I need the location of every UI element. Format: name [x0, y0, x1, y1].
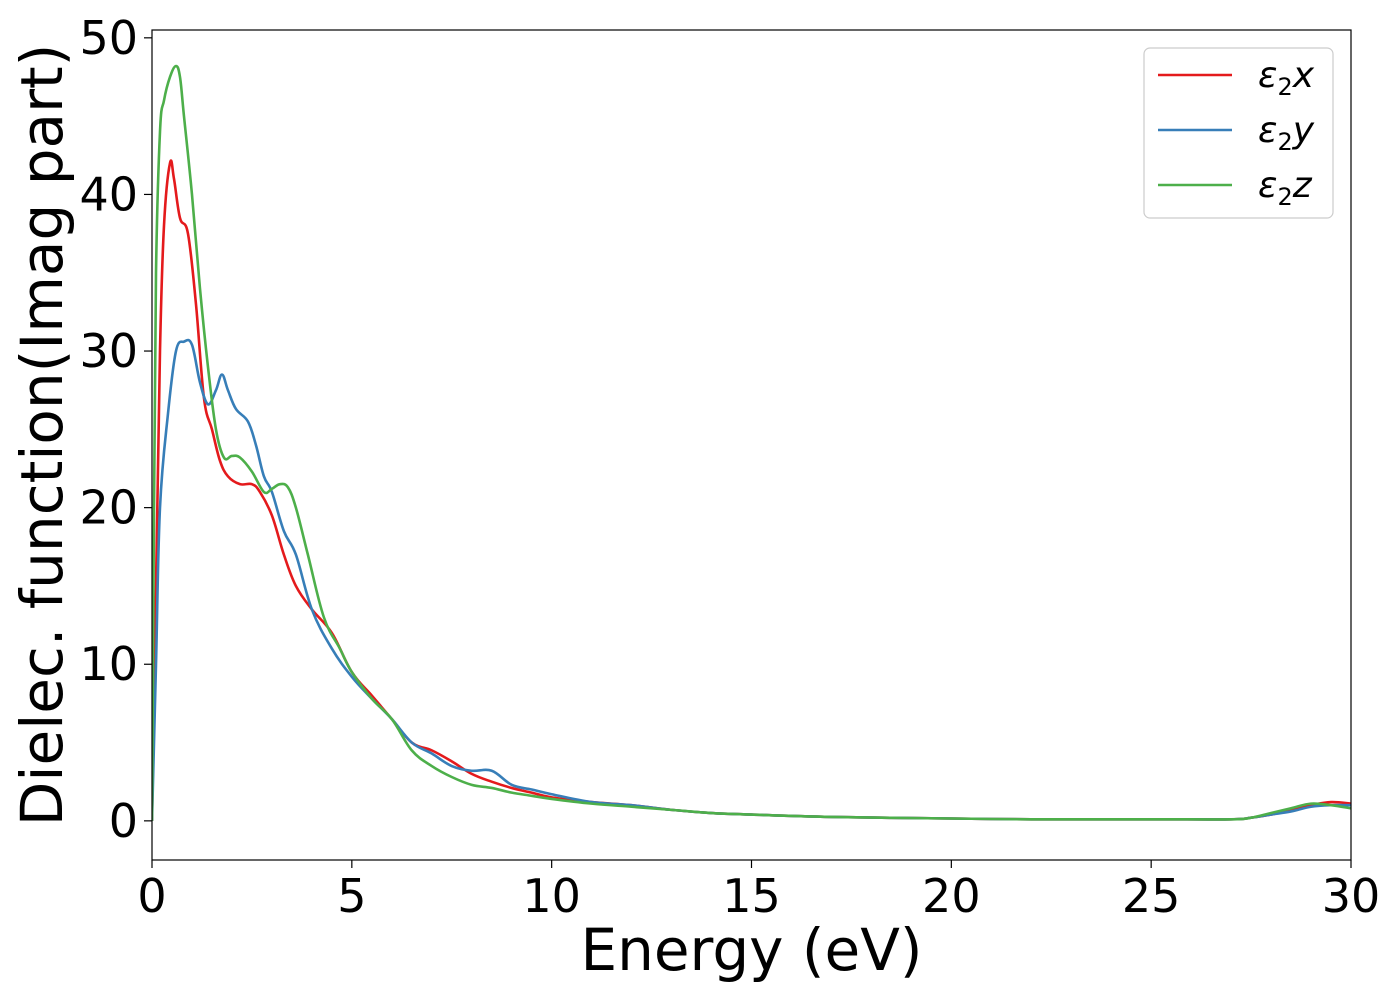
x-tick-label: 30: [1322, 869, 1381, 923]
series-line-z: [152, 64, 1351, 821]
legend-box: [1143, 47, 1334, 219]
series-line-y: [152, 338, 1351, 821]
series-line-x: [152, 159, 1351, 821]
y-tick-label: 30: [79, 324, 138, 378]
y-tick-label: 0: [109, 794, 138, 848]
x-tick-label: 0: [137, 869, 166, 923]
y-tick-label: 20: [79, 481, 138, 535]
legend: ε2x ε2y ε2z: [1143, 47, 1334, 219]
ticks-layer: 0 5 10 15 20 25 30 0 10 20 30 40 50: [79, 11, 1380, 923]
legend-label-x: ε2x: [1258, 55, 1315, 101]
x-tick-label: 10: [522, 869, 581, 923]
y-tick-label: 50: [79, 11, 138, 65]
series-layer: [152, 64, 1351, 821]
x-tick-label: 25: [1122, 869, 1181, 923]
legend-label-y: ε2y: [1258, 110, 1315, 156]
legend-label-z: ε2z: [1258, 165, 1313, 211]
x-tick-label: 5: [337, 869, 366, 923]
y-axis-label: Dielec. function(Imag part): [8, 44, 76, 827]
y-tick-label: 40: [79, 167, 138, 221]
x-tick-label: 15: [722, 869, 781, 923]
x-tick-label: 20: [922, 869, 981, 923]
y-tick-label: 10: [79, 637, 138, 691]
x-axis-label: Energy (eV): [580, 916, 922, 984]
